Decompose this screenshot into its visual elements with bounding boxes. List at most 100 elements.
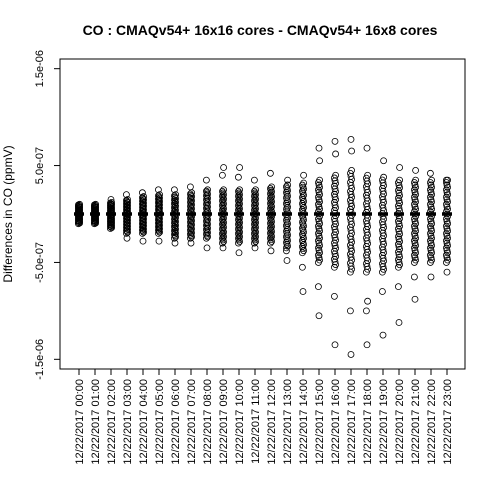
data-point — [282, 244, 290, 252]
data-point — [427, 232, 435, 240]
data-point — [220, 186, 228, 194]
data-point — [396, 199, 404, 207]
data-point — [427, 181, 435, 189]
data-point — [315, 254, 323, 261]
data-point — [218, 187, 226, 195]
data-point — [427, 225, 435, 232]
data-point — [266, 224, 274, 232]
data-point — [218, 192, 226, 200]
data-point — [331, 258, 339, 266]
data-point — [108, 201, 115, 209]
data-point — [396, 222, 404, 230]
data-point — [395, 181, 403, 189]
data-point — [331, 201, 339, 209]
data-point — [412, 205, 420, 213]
data-point — [332, 228, 340, 236]
data-point — [250, 202, 258, 209]
data-point — [394, 283, 402, 291]
data-point — [124, 196, 131, 203]
data-point — [428, 227, 436, 235]
data-point — [380, 173, 388, 181]
data-point — [186, 230, 194, 238]
data-point — [443, 239, 451, 247]
data-point — [234, 197, 242, 205]
data-point — [124, 199, 131, 206]
data-point — [332, 261, 340, 268]
data-point — [252, 186, 260, 194]
data-point — [75, 202, 83, 209]
data-point — [154, 186, 162, 194]
data-point — [332, 244, 340, 252]
data-point — [315, 196, 323, 203]
y-tick-label: -1.5e-06 — [34, 339, 46, 380]
data-point — [331, 225, 339, 233]
x-tick-label: 12/22/2017 01:00 — [90, 379, 102, 465]
y-axis: -1.5e-06 -5.0e-07 5.0e-07 1.5e-06 — [34, 50, 60, 380]
data-point — [187, 239, 195, 247]
data-point — [186, 226, 194, 234]
data-point — [156, 191, 164, 199]
data-point — [348, 147, 356, 155]
data-point — [442, 176, 450, 184]
data-point — [315, 246, 323, 254]
data-point — [139, 237, 147, 245]
data-point — [428, 198, 436, 206]
x-tick-label: 12/22/2017 23:00 — [442, 379, 454, 465]
data-point — [396, 230, 404, 238]
data-point — [219, 244, 227, 252]
data-point — [444, 249, 452, 257]
data-point — [411, 188, 419, 196]
data-point — [331, 242, 339, 250]
data-point — [444, 256, 452, 264]
data-point — [92, 200, 99, 208]
data-point — [234, 202, 242, 209]
data-point — [395, 189, 403, 197]
data-point — [316, 220, 324, 228]
data-point — [315, 239, 323, 247]
x-tick-label: 12/22/2017 11:00 — [250, 379, 262, 464]
data-point — [315, 181, 323, 189]
data-point — [395, 204, 403, 212]
data-point — [444, 220, 452, 228]
x-tick-label: 12/22/2017 08:00 — [202, 379, 214, 465]
data-point — [364, 171, 372, 179]
data-point — [218, 171, 226, 179]
data-point — [412, 220, 420, 228]
data-point — [411, 239, 419, 247]
data-point — [316, 205, 324, 213]
data-point — [412, 242, 420, 249]
data-point — [282, 238, 290, 246]
data-point — [396, 245, 404, 253]
data-point — [315, 225, 323, 232]
data-point — [204, 186, 212, 194]
data-point — [316, 198, 324, 206]
data-point — [300, 179, 308, 187]
data-point — [428, 220, 436, 228]
data-point — [316, 157, 324, 165]
data-point — [107, 196, 115, 203]
data-point — [412, 191, 420, 199]
data-point — [298, 181, 306, 189]
data-point — [443, 196, 451, 203]
data-point — [186, 218, 194, 226]
x-tick-label: 12/22/2017 06:00 — [170, 379, 182, 465]
data-point — [170, 215, 178, 223]
data-point — [396, 253, 404, 261]
data-point — [316, 191, 324, 199]
data-point — [234, 173, 242, 181]
data-point — [395, 197, 403, 205]
data-point — [332, 196, 340, 204]
data-point — [170, 196, 178, 204]
data-point — [186, 198, 194, 206]
data-point — [396, 176, 404, 184]
data-point — [443, 225, 451, 232]
data-point — [412, 198, 420, 206]
data-point — [218, 230, 226, 238]
data-point — [267, 247, 275, 255]
y-tick-label: -5.0e-07 — [34, 242, 46, 283]
data-point — [412, 176, 420, 184]
data-point — [250, 225, 258, 233]
data-point — [331, 137, 339, 145]
data-point — [427, 196, 435, 203]
data-point — [283, 257, 291, 264]
